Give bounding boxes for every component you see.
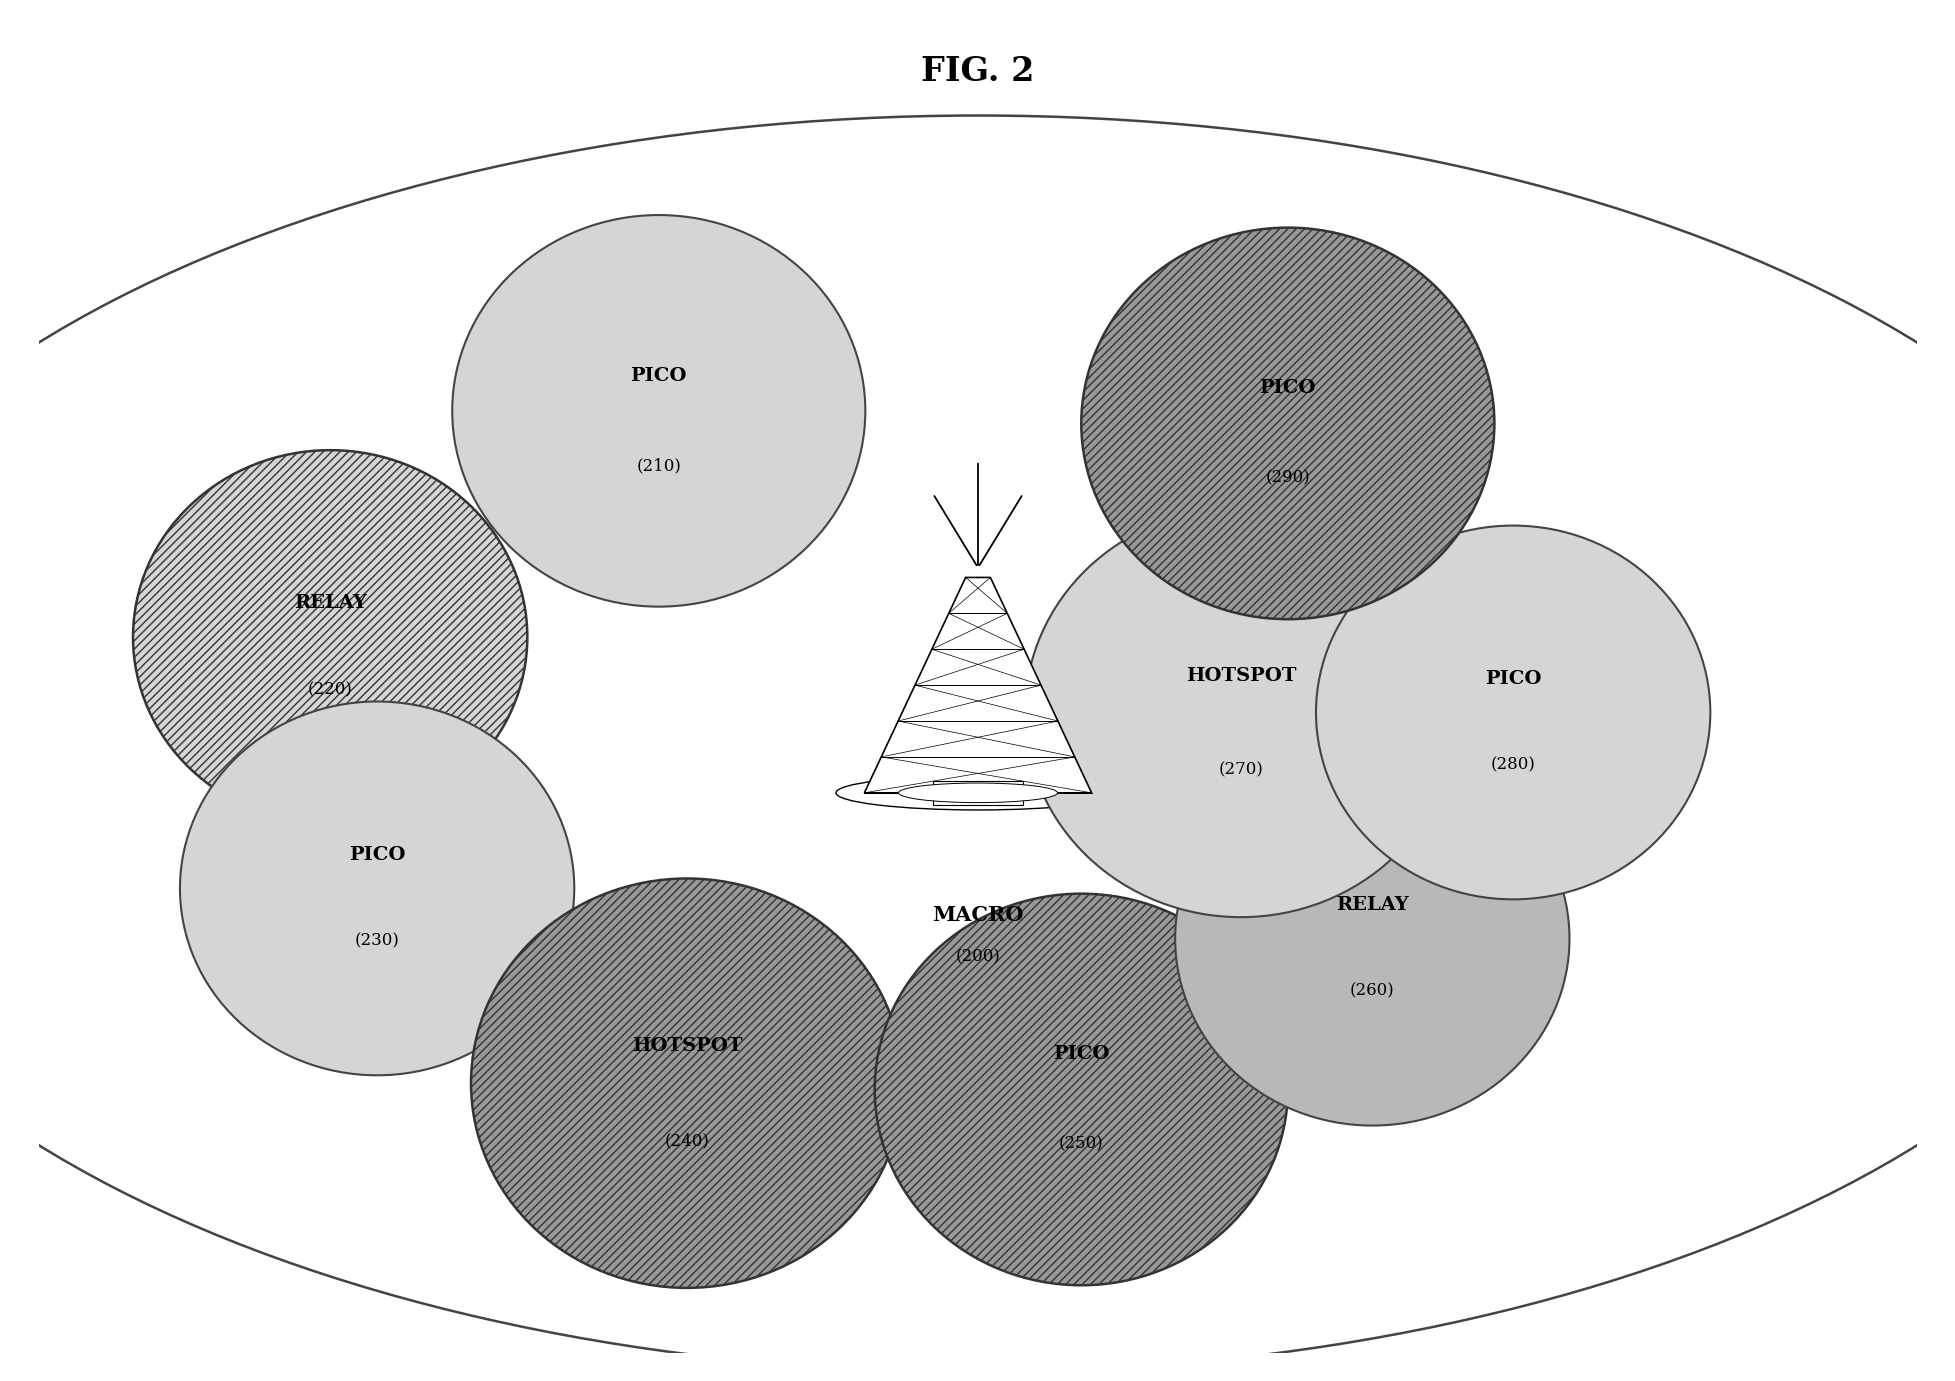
Text: (280): (280) [1490, 757, 1535, 773]
Ellipse shape [133, 450, 528, 824]
Ellipse shape [897, 783, 1058, 802]
Text: (240): (240) [665, 1132, 710, 1149]
Text: PICO: PICO [1052, 1045, 1108, 1063]
Text: RELAY: RELAY [293, 594, 366, 612]
Text: (260): (260) [1349, 982, 1394, 1000]
Text: (250): (250) [1058, 1135, 1103, 1153]
Text: PICO: PICO [348, 845, 405, 863]
Ellipse shape [1081, 228, 1494, 619]
Text: HOTSPOT: HOTSPOT [631, 1037, 741, 1055]
Ellipse shape [180, 702, 575, 1076]
FancyBboxPatch shape [933, 780, 1022, 805]
Ellipse shape [1024, 508, 1456, 917]
Ellipse shape [1175, 751, 1568, 1126]
Ellipse shape [874, 894, 1286, 1286]
Text: (270): (270) [1218, 761, 1263, 779]
Ellipse shape [835, 776, 1120, 811]
Text: PICO: PICO [1259, 380, 1316, 398]
Text: PICO: PICO [1484, 670, 1541, 688]
Text: (200): (200) [956, 949, 999, 965]
Text: (290): (290) [1265, 470, 1310, 486]
Ellipse shape [471, 878, 903, 1288]
Text: PICO: PICO [630, 366, 686, 384]
Text: (210): (210) [635, 457, 680, 474]
Ellipse shape [452, 215, 864, 606]
Text: RELAY: RELAY [1335, 896, 1408, 914]
Polygon shape [864, 577, 1091, 793]
Text: HOTSPOT: HOTSPOT [1185, 667, 1296, 685]
Text: MACRO: MACRO [933, 905, 1022, 925]
Text: FIG. 2: FIG. 2 [921, 55, 1034, 88]
Ellipse shape [1316, 526, 1709, 899]
Text: (220): (220) [307, 681, 352, 697]
Text: (230): (230) [354, 932, 399, 949]
